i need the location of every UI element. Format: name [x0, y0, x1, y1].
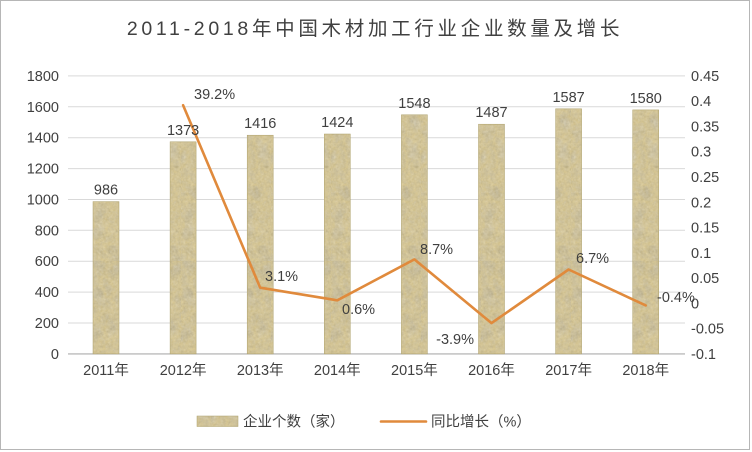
- svg-text:0: 0: [51, 347, 59, 363]
- svg-text:1587: 1587: [552, 90, 584, 106]
- svg-text:600: 600: [35, 254, 59, 270]
- svg-text:1600: 1600: [27, 100, 59, 116]
- svg-text:0.3: 0.3: [691, 145, 711, 161]
- svg-text:2017年: 2017年: [545, 362, 592, 379]
- svg-text:0.2: 0.2: [691, 195, 711, 211]
- svg-text:1487: 1487: [475, 105, 507, 121]
- svg-text:0.15: 0.15: [691, 221, 719, 237]
- svg-text:800: 800: [35, 223, 59, 239]
- svg-text:2013年: 2013年: [237, 362, 284, 379]
- svg-text:2016年: 2016年: [468, 362, 515, 379]
- svg-text:0.45: 0.45: [691, 69, 719, 85]
- svg-text:3.1%: 3.1%: [265, 269, 298, 285]
- svg-text:1424: 1424: [321, 115, 353, 131]
- svg-text:-0.4%: -0.4%: [657, 290, 695, 306]
- svg-text:1000: 1000: [27, 193, 59, 209]
- svg-text:1416: 1416: [244, 116, 276, 132]
- svg-text:0.6%: 0.6%: [342, 302, 375, 318]
- svg-text:1580: 1580: [630, 91, 662, 107]
- svg-text:2011年: 2011年: [83, 362, 129, 379]
- svg-text:8.7%: 8.7%: [420, 242, 453, 258]
- svg-text:200: 200: [35, 316, 59, 332]
- svg-text:1400: 1400: [27, 131, 59, 147]
- svg-text:39.2%: 39.2%: [194, 87, 235, 103]
- svg-text:-3.9%: -3.9%: [436, 332, 474, 348]
- svg-text:400: 400: [35, 285, 59, 301]
- svg-text:-0.1: -0.1: [691, 347, 716, 363]
- svg-text:0.25: 0.25: [691, 170, 719, 186]
- svg-text:0.4: 0.4: [691, 94, 711, 110]
- svg-text:6.7%: 6.7%: [576, 251, 609, 267]
- svg-text:2015年: 2015年: [391, 362, 438, 379]
- svg-text:1200: 1200: [27, 162, 59, 178]
- svg-text:2012年: 2012年: [160, 362, 207, 379]
- svg-text:2018年: 2018年: [622, 362, 669, 379]
- svg-text:-0.05: -0.05: [691, 322, 724, 338]
- svg-text:0.1: 0.1: [691, 246, 711, 262]
- svg-text:0.05: 0.05: [691, 271, 719, 287]
- svg-text:1800: 1800: [27, 69, 59, 85]
- svg-text:2014年: 2014年: [314, 362, 361, 379]
- svg-text:986: 986: [94, 183, 118, 199]
- svg-text:企业个数（家）: 企业个数（家）: [243, 413, 345, 431]
- svg-text:1548: 1548: [398, 96, 430, 112]
- svg-text:同比增长（%）: 同比增长（%）: [431, 414, 531, 431]
- svg-text:1373: 1373: [167, 123, 199, 139]
- svg-text:0.35: 0.35: [691, 119, 719, 135]
